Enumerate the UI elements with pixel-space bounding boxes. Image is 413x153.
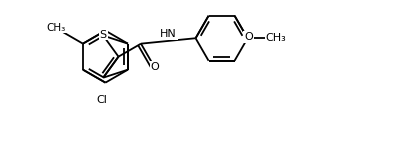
Text: HN: HN bbox=[160, 29, 177, 39]
Text: Cl: Cl bbox=[97, 95, 107, 105]
Text: CH₃: CH₃ bbox=[47, 23, 66, 33]
Text: S: S bbox=[100, 30, 107, 39]
Text: CH₃: CH₃ bbox=[266, 33, 287, 43]
Text: O: O bbox=[151, 62, 159, 72]
Text: O: O bbox=[244, 32, 253, 42]
